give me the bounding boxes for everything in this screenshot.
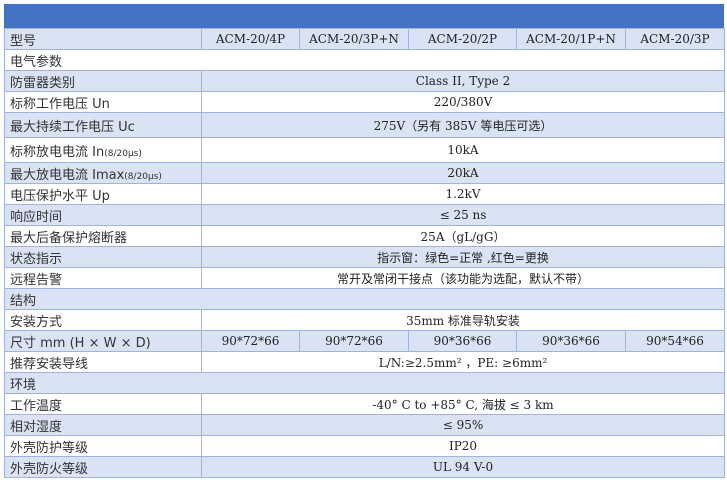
row-label: 相对湿度 xyxy=(4,414,202,436)
row-label: 响应时间 xyxy=(4,204,202,226)
table-row: 尺寸 mm (H × W × D) 90*72*66 90*72*66 90*36*6… xyxy=(4,330,725,352)
row-label: 外壳防火等级 xyxy=(4,456,202,478)
row-label: 推荐安装导线 xyxy=(4,351,202,373)
section-title: 电气参数 xyxy=(4,49,725,71)
table-row: 工作温度 -40° C to +85° C, 海拔 ≤ 3 km xyxy=(4,393,725,415)
row-label: 状态指示 xyxy=(4,246,202,268)
row-label-text: 电压保护水平 Up xyxy=(10,188,110,204)
table-row: 外壳防火等级 UL 94 V-0 xyxy=(4,456,725,478)
row-value: ≤ 95% xyxy=(201,414,725,436)
row-label: 标称工作电压 Un xyxy=(4,91,202,113)
section-title: 结构 xyxy=(4,288,725,310)
model-header: ACM-20/3P+N xyxy=(299,28,409,50)
row-value: 10kA xyxy=(201,137,725,163)
row-label-text: 外壳防火等级 xyxy=(10,461,89,477)
row-value: 90*72*66 xyxy=(201,330,300,352)
row-value: Class II, Type 2 xyxy=(201,70,725,92)
header-label: 型号 xyxy=(4,28,202,50)
row-value: 指示窗：绿色=正常 ,红色=更换 xyxy=(201,246,725,268)
row-label-text: 响应时间 xyxy=(10,209,63,225)
row-label: 最大放电电流 Imax(8/20μs) xyxy=(4,162,202,184)
section-row: 环境 xyxy=(4,372,725,394)
row-value: -40° C to +85° C, 海拔 ≤ 3 km xyxy=(201,393,725,415)
table-row: 防雷器类别 Class II, Type 2 xyxy=(4,70,725,92)
table-row: 外壳防护等级 IP20 xyxy=(4,435,725,457)
row-value: 275V（另有 385V 等电压可选） xyxy=(201,112,725,138)
row-label: 防雷器类别 xyxy=(4,70,202,92)
model-header: ACM-20/3P xyxy=(625,28,725,50)
row-label: 最大后备保护熔断器 xyxy=(4,225,202,247)
row-label-text: 标称工作电压 Un xyxy=(10,96,110,112)
row-label-text: 最大持续工作电压 Uc xyxy=(10,119,135,135)
table-row: 安装方式 35mm 标准导轨安装 xyxy=(4,309,725,331)
spec-table: 型号 ACM-20/4P ACM-20/3P+N ACM-20/2P ACM-2… xyxy=(4,28,725,478)
row-label-text: 工作温度 xyxy=(10,398,63,414)
row-label-text: 外壳防护等级 xyxy=(10,440,89,456)
row-label-text: 安装方式 xyxy=(10,314,63,330)
table-row: 推荐安装导线 L/N:≥2.5mm² ，PE: ≥6mm² xyxy=(4,351,725,373)
table-row: 标称放电电流 In(8/20μs) 10kA xyxy=(4,137,725,163)
row-label-text: 状态指示 xyxy=(10,251,63,267)
row-label-text: 标称放电电流 In xyxy=(10,144,105,160)
table-title-bar xyxy=(4,4,724,28)
model-header: ACM-20/1P+N xyxy=(516,28,626,50)
row-value: 90*36*66 xyxy=(408,330,517,352)
table-row: 最大后备保护熔断器 25A（gL/gG） xyxy=(4,225,725,247)
row-label-suffix: (8/20μs) xyxy=(104,148,142,159)
table-row: 标称工作电压 Un 220/380V xyxy=(4,91,725,113)
section-row: 电气参数 xyxy=(4,49,725,71)
table-row: 电压保护水平 Up 1.2kV xyxy=(4,183,725,205)
row-value: 220/380V xyxy=(201,91,725,113)
row-label-text: 远程告警 xyxy=(10,272,63,288)
row-label-text: 防雷器类别 xyxy=(10,75,76,91)
row-label-text: 最大放电电流 Imax xyxy=(10,167,125,183)
row-label: 远程告警 xyxy=(4,267,202,289)
spec-table-container: 型号 ACM-20/4P ACM-20/3P+N ACM-20/2P ACM-2… xyxy=(4,4,725,478)
row-label-text: 尺寸 mm (H × W × D) xyxy=(10,335,151,351)
model-header: ACM-20/2P xyxy=(408,28,517,50)
row-label: 尺寸 mm (H × W × D) xyxy=(4,330,202,352)
row-label-suffix: (8/20μs) xyxy=(124,171,162,182)
row-label-text: 推荐安装导线 xyxy=(10,356,89,372)
table-row: 最大放电电流 Imax(8/20μs) 20kA xyxy=(4,162,725,184)
table-row: 状态指示 指示窗：绿色=正常 ,红色=更换 xyxy=(4,246,725,268)
section-title: 环境 xyxy=(4,372,725,394)
row-value: 90*36*66 xyxy=(516,330,626,352)
row-value: 常开及常闭干接点（该功能为选配，默认不带） xyxy=(201,267,725,289)
row-value: 20kA xyxy=(201,162,725,184)
row-label-text: 最大后备保护熔断器 xyxy=(10,230,128,246)
row-label: 标称放电电流 In(8/20μs) xyxy=(4,137,202,163)
row-value: L/N:≥2.5mm² ，PE: ≥6mm² xyxy=(201,351,725,373)
row-value: 25A（gL/gG） xyxy=(201,225,725,247)
table-row: 响应时间 ≤ 25 ns xyxy=(4,204,725,226)
row-label: 电压保护水平 Up xyxy=(4,183,202,205)
row-label-text: 相对湿度 xyxy=(10,419,63,435)
row-value: 1.2kV xyxy=(201,183,725,205)
row-label: 外壳防护等级 xyxy=(4,435,202,457)
row-label: 最大持续工作电压 Uc xyxy=(4,112,202,138)
section-row: 结构 xyxy=(4,288,725,310)
header-row: 型号 ACM-20/4P ACM-20/3P+N ACM-20/2P ACM-2… xyxy=(4,28,725,50)
model-header: ACM-20/4P xyxy=(201,28,300,50)
row-value: IP20 xyxy=(201,435,725,457)
table-row: 最大持续工作电压 Uc 275V（另有 385V 等电压可选） xyxy=(4,112,725,138)
table-row: 远程告警 常开及常闭干接点（该功能为选配，默认不带） xyxy=(4,267,725,289)
row-value: 90*54*66 xyxy=(625,330,725,352)
row-value: 35mm 标准导轨安装 xyxy=(201,309,725,331)
row-value: 90*72*66 xyxy=(299,330,409,352)
row-value: ≤ 25 ns xyxy=(201,204,725,226)
row-value: UL 94 V-0 xyxy=(201,456,725,478)
table-row: 相对湿度 ≤ 95% xyxy=(4,414,725,436)
row-label: 工作温度 xyxy=(4,393,202,415)
row-label: 安装方式 xyxy=(4,309,202,331)
